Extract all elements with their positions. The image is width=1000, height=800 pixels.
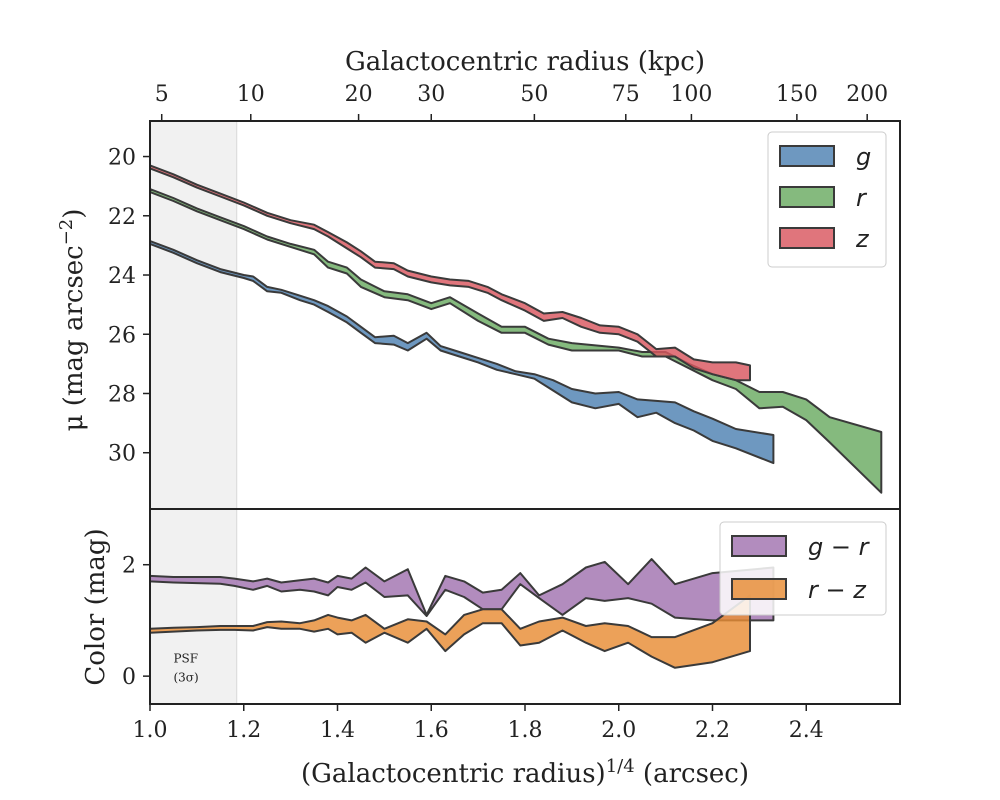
y-tick-label-30: 30 bbox=[108, 442, 136, 467]
legend-swatch-z bbox=[779, 227, 835, 249]
legend-label-g: g bbox=[856, 143, 871, 171]
top-tick-label-75: 75 bbox=[612, 82, 640, 107]
series-band-z bbox=[150, 164, 751, 382]
legend-swatch-r-z bbox=[731, 578, 787, 600]
surface-brightness-series bbox=[150, 164, 883, 494]
color-y-ticks: 02 bbox=[122, 554, 150, 690]
surface-brightness-y-ticks: 20 22 24 26 28 30 bbox=[108, 146, 150, 467]
x-tick-label-2-4: 2.4 bbox=[789, 718, 824, 743]
x-tick-label-1-0: 1.0 bbox=[133, 718, 168, 743]
top-tick-label-150: 150 bbox=[776, 82, 818, 107]
color-y-tick-label-0: 0 bbox=[122, 665, 136, 690]
psf-region-color bbox=[150, 509, 237, 704]
color-panel: 02 1.0 1.2 1.4 1.6 1.8 2.0 2.2 2.4 g − rr − z P… bbox=[122, 508, 901, 743]
y-tick-label-20: 20 bbox=[108, 146, 136, 171]
x-tick-label-1-4: 1.4 bbox=[320, 718, 355, 743]
x-ticks: 1.0 1.2 1.4 1.6 1.8 2.0 2.2 2.4 bbox=[133, 704, 824, 743]
legend-swatch-r bbox=[779, 186, 835, 208]
y-tick-label-28: 28 bbox=[108, 382, 136, 407]
x-tick-label-2-0: 2.0 bbox=[601, 718, 636, 743]
y-tick-label-24: 24 bbox=[108, 264, 136, 289]
legend-swatch-g bbox=[779, 145, 835, 167]
top-axis-title: Galactocentric radius (kpc) bbox=[345, 47, 705, 77]
top-tick-label-50: 50 bbox=[520, 82, 548, 107]
y-axis-title-sup: −2 bbox=[56, 219, 77, 246]
color-y-tick-label-2: 2 bbox=[122, 554, 136, 579]
band-legend: grz bbox=[767, 131, 887, 268]
series-band-r-z bbox=[150, 594, 751, 669]
y-axis-title-color: Color (mag) bbox=[81, 528, 111, 685]
series-band-g-r bbox=[150, 558, 775, 622]
x-tick-label-2-2: 2.2 bbox=[695, 718, 730, 743]
series-band-g bbox=[150, 240, 775, 465]
top-tick-label-5: 5 bbox=[155, 82, 169, 107]
y-tick-label-22: 22 bbox=[108, 205, 136, 230]
y-axis-title-tail: ) bbox=[59, 209, 89, 219]
x-axis-title-sup: 1/4 bbox=[606, 756, 635, 777]
legend-swatch-g-r bbox=[731, 535, 787, 557]
series-band-r bbox=[150, 188, 883, 494]
legend-label-g-r: g − r bbox=[808, 533, 871, 561]
psf-region-main bbox=[150, 121, 237, 509]
x-tick-label-1-6: 1.6 bbox=[414, 718, 449, 743]
top-tick-label-100: 100 bbox=[670, 82, 712, 107]
color-legend: g − r r − z bbox=[719, 521, 887, 616]
x-axis-title-main: (Galactocentric radius) bbox=[301, 759, 606, 789]
top-tick-label-200: 200 bbox=[846, 82, 888, 107]
y-axis-title-main: μ (mag arcsec bbox=[59, 245, 89, 431]
psf-shaded-region-color bbox=[150, 509, 238, 704]
psf-label-line1: PSF bbox=[173, 651, 198, 665]
top-tick-label-10: 10 bbox=[237, 82, 265, 107]
top-tick-label-30: 30 bbox=[417, 82, 445, 107]
color-series bbox=[150, 558, 775, 669]
legend-label-z: z bbox=[855, 225, 870, 253]
color-frame bbox=[149, 508, 901, 705]
psf-label-line2: (3σ) bbox=[173, 670, 198, 684]
x-axis-title: (Galactocentric radius)1/4 (arcsec) bbox=[301, 756, 749, 789]
x-axis-title-tail: (arcsec) bbox=[635, 759, 749, 789]
y-axis-title-surface-brightness: μ (mag arcsec−2) bbox=[56, 209, 89, 432]
x-tick-label-1-8: 1.8 bbox=[508, 718, 543, 743]
x-tick-label-1-2: 1.2 bbox=[226, 718, 261, 743]
top-tick-label-20: 20 bbox=[345, 82, 373, 107]
legend-label-r: r bbox=[856, 184, 868, 212]
y-tick-label-26: 26 bbox=[108, 323, 136, 348]
top-kpc-ticks: 5 10 20 30 50 75 100 150 200 bbox=[155, 82, 888, 121]
legend-label-r-z: r − z bbox=[808, 576, 867, 604]
psf-shaded-region bbox=[150, 121, 238, 509]
surface-brightness-panel: 20 22 24 26 28 30 5 10 20 30 50 75 100 150 200 grz bbox=[108, 82, 901, 510]
